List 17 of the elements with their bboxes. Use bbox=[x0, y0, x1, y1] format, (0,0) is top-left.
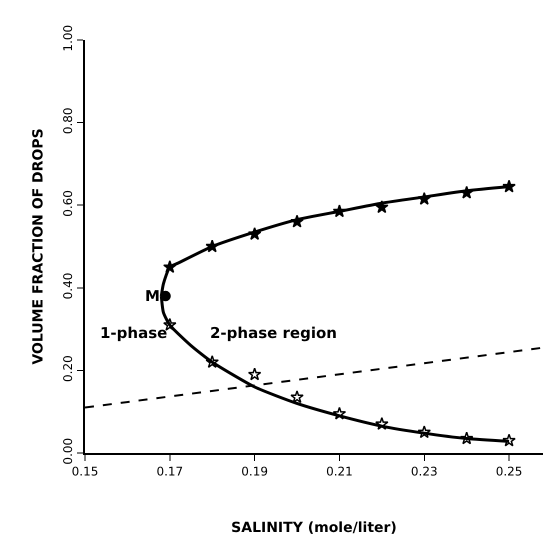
y-tick-label: 0.40 bbox=[61, 272, 76, 300]
x-tick-label: 0.25 bbox=[496, 464, 522, 478]
annotation: 2-phase region bbox=[210, 324, 337, 342]
y-tick-label: 0.60 bbox=[61, 190, 76, 217]
y-tick-label: 0.20 bbox=[61, 355, 76, 382]
annotation: 1-phase bbox=[100, 324, 168, 342]
y-tick-label: 1.00 bbox=[61, 24, 76, 52]
x-tick-label: 0.21 bbox=[326, 464, 353, 478]
y-tick-label: 0.80 bbox=[61, 107, 76, 134]
x-tick-label: 0.15 bbox=[72, 464, 98, 478]
x-tick-label: 0.19 bbox=[241, 464, 268, 478]
y-tick-label: 0.00 bbox=[61, 438, 76, 465]
x-tick-label: 0.23 bbox=[410, 464, 438, 478]
x-tick-label: 0.17 bbox=[156, 464, 184, 478]
x-axis-title: SALINITY (mole/liter) bbox=[231, 520, 397, 536]
y-axis-title: VOLUME FRACTION OF DROPS bbox=[30, 128, 46, 365]
annotation: M bbox=[145, 287, 160, 305]
